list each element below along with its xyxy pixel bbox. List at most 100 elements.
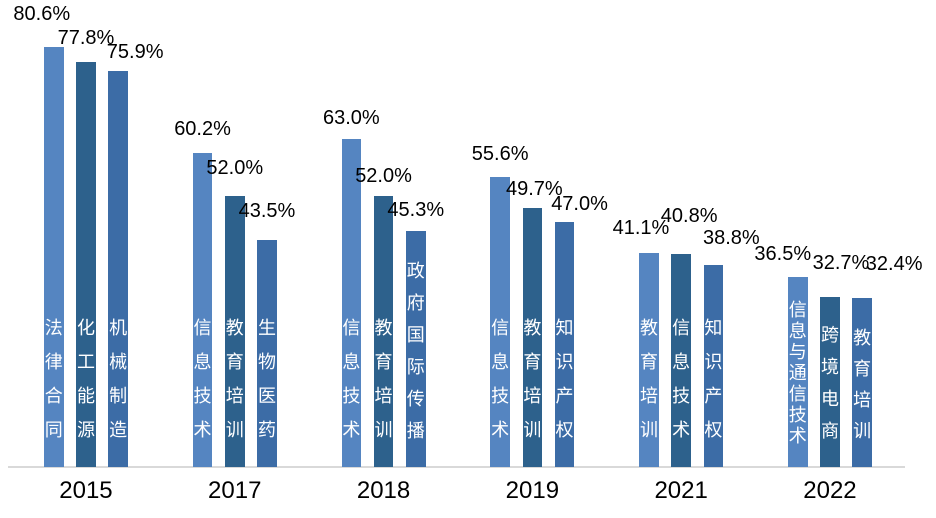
category-char: 产 xyxy=(555,385,574,406)
category-char: 商 xyxy=(820,420,839,441)
category-char: 训 xyxy=(639,419,658,440)
bar-category-label: 化工能源 xyxy=(76,311,96,447)
category-char: 跨 xyxy=(820,324,839,345)
category-char: 制 xyxy=(109,385,128,406)
category-char: 通 xyxy=(788,362,807,383)
category-char: 识 xyxy=(555,351,574,372)
category-char: 国 xyxy=(406,324,425,345)
bar-value-label: 49.7% xyxy=(505,178,563,201)
category-char: 产 xyxy=(704,385,723,406)
bar-category-label: 信息技术 xyxy=(671,311,691,447)
category-char: 教 xyxy=(374,317,393,338)
category-char: 技 xyxy=(342,385,361,406)
bar-category-label: 教育培训 xyxy=(523,311,543,447)
bar-category-label: 教育培训 xyxy=(639,311,659,447)
category-char: 技 xyxy=(491,385,510,406)
category-char: 训 xyxy=(853,420,872,441)
category-char: 息 xyxy=(342,351,361,372)
bar-value-label: 45.3% xyxy=(387,198,445,221)
category-char: 育 xyxy=(639,351,658,372)
category-char: 培 xyxy=(639,385,658,406)
bar-category-label: 教育培训 xyxy=(225,311,245,447)
category-char: 知 xyxy=(555,317,574,338)
category-char: 息 xyxy=(788,320,807,341)
x-axis-label-2021: 2021 xyxy=(654,477,708,504)
category-char: 际 xyxy=(406,356,425,377)
category-char: 权 xyxy=(555,419,574,440)
category-char: 物 xyxy=(257,351,276,372)
category-char: 信 xyxy=(672,317,691,338)
bar-category-label: 知识产权 xyxy=(704,311,724,447)
bar: 信息与通信技术 xyxy=(788,276,808,467)
category-char: 医 xyxy=(257,385,276,406)
bar-category-label: 知识产权 xyxy=(555,311,575,447)
bar-value-label: 41.1% xyxy=(612,216,670,239)
bar: 政府国际传播 xyxy=(406,230,426,467)
bar-category-label: 信息技术 xyxy=(342,311,362,447)
category-char: 培 xyxy=(523,385,542,406)
category-char: 育 xyxy=(225,351,244,372)
bar: 教育培训 xyxy=(522,208,543,467)
category-char: 与 xyxy=(788,341,807,362)
category-char: 术 xyxy=(342,419,361,440)
bar: 跨境电商 xyxy=(820,296,840,467)
category-char: 术 xyxy=(193,419,212,440)
category-char: 培 xyxy=(225,385,244,406)
category-char: 育 xyxy=(853,358,872,379)
category-char: 机 xyxy=(109,317,128,338)
category-char: 教 xyxy=(853,327,872,348)
category-char: 训 xyxy=(225,419,244,440)
bar-category-label: 法律合同 xyxy=(44,311,64,447)
x-axis-label-2017: 2017 xyxy=(208,477,262,504)
bar-value-label: 36.5% xyxy=(754,242,812,265)
bar-value-label: 52.0% xyxy=(206,157,264,180)
bar-value-label: 63.0% xyxy=(322,106,380,129)
x-axis-label-2015: 2015 xyxy=(59,477,113,504)
category-char: 术 xyxy=(788,425,807,446)
category-char: 信 xyxy=(193,317,212,338)
bar-category-label: 教育培训 xyxy=(852,323,872,447)
bar-category-label: 信息技术 xyxy=(490,311,510,447)
bar: 教育培训 xyxy=(852,298,872,467)
category-char: 培 xyxy=(374,385,393,406)
bar: 信息技术 xyxy=(490,177,510,467)
category-char: 传 xyxy=(406,388,425,409)
bar-value-label: 38.8% xyxy=(702,226,760,249)
category-char: 技 xyxy=(788,404,807,425)
category-char: 育 xyxy=(374,351,393,372)
category-char: 信 xyxy=(788,299,807,320)
category-char: 息 xyxy=(193,351,212,372)
category-char: 府 xyxy=(406,292,425,313)
bar: 法律合同 xyxy=(44,47,64,467)
bar-category-label: 跨境电商 xyxy=(820,319,840,447)
category-char: 信 xyxy=(491,317,510,338)
x-axis-label-2022: 2022 xyxy=(803,477,857,504)
bar-value-label: 43.5% xyxy=(238,200,296,223)
bar-category-label: 生物医药 xyxy=(257,311,277,447)
bar-value-label: 52.0% xyxy=(355,165,412,188)
category-char: 培 xyxy=(853,389,872,410)
bar: 知识产权 xyxy=(703,264,724,467)
bar-category-label: 教育培训 xyxy=(374,311,394,447)
bar: 知识产权 xyxy=(554,222,575,467)
bar-category-label: 信息与通信技术 xyxy=(788,300,808,447)
x-axis-label-2018: 2018 xyxy=(356,477,411,504)
category-char: 权 xyxy=(704,419,723,440)
category-char: 化 xyxy=(76,317,95,338)
category-char: 律 xyxy=(44,351,63,372)
bar-value-label: 47.0% xyxy=(551,193,608,216)
category-char: 技 xyxy=(672,385,691,406)
category-char: 电 xyxy=(820,388,839,409)
category-char: 药 xyxy=(257,419,276,440)
category-char: 术 xyxy=(672,419,691,440)
category-char: 技 xyxy=(193,385,212,406)
category-char: 工 xyxy=(76,351,95,372)
category-char: 教 xyxy=(523,317,542,338)
bar-value-label: 80.6% xyxy=(13,3,71,25)
bar-value-label: 60.2% xyxy=(174,118,231,141)
category-char: 械 xyxy=(109,351,128,372)
category-char: 教 xyxy=(225,317,244,338)
bar: 化工能源 xyxy=(76,61,96,467)
bar-category-label: 机械制造 xyxy=(108,311,128,447)
